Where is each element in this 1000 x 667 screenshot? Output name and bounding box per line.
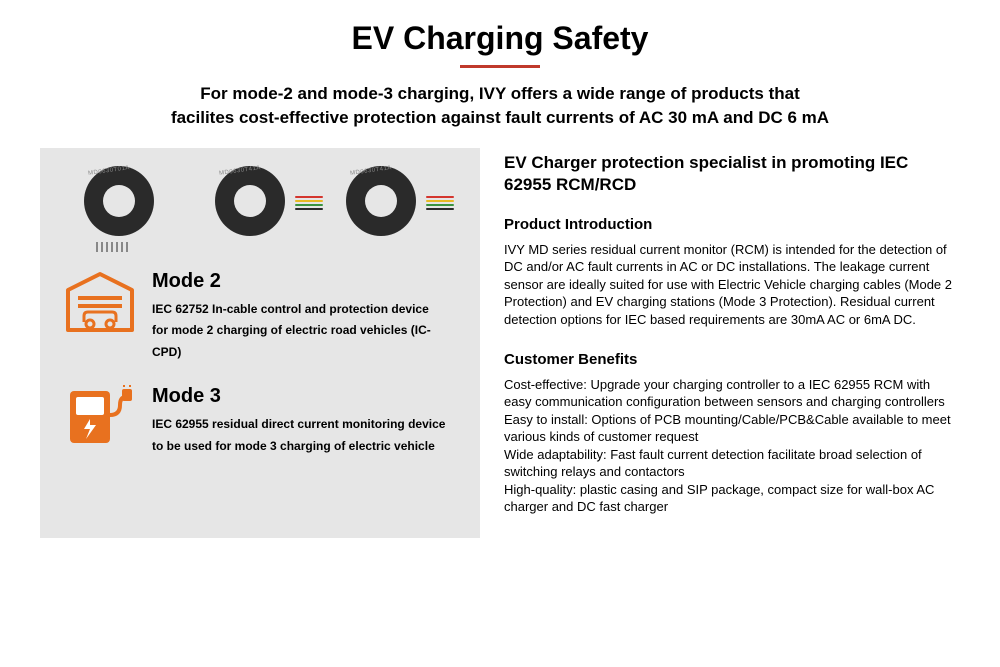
sensor-hole (365, 185, 397, 217)
page-title: EV Charging Safety (40, 20, 960, 57)
sensor-3: MD0630T41A (336, 166, 446, 246)
charging-station-icon (64, 385, 136, 454)
header-section: EV Charging Safety For mode-2 and mode-3… (40, 20, 960, 130)
sensor-2: MD0630T41A (205, 166, 315, 246)
mode3-block: Mode 3 IEC 62955 residual direct current… (64, 385, 456, 457)
sensor-pins (96, 242, 128, 252)
garage-car-icon (64, 270, 136, 339)
mode3-desc: IEC 62955 residual direct current monito… (152, 414, 445, 457)
benefits-title: Customer Benefits (504, 351, 960, 368)
mode2-text: Mode 2 IEC 62752 In-cable control and pr… (152, 270, 456, 364)
intro-title: Product Introduction (504, 216, 960, 233)
mode3-title: Mode 3 (152, 385, 445, 408)
sensor-hole (103, 185, 135, 217)
left-panel: MD0630T01A MD0630T41A MD0630T41A (40, 148, 480, 538)
content-row: MD0630T01A MD0630T41A MD0630T41A (40, 148, 960, 538)
mode2-title: Mode 2 (152, 270, 456, 293)
title-underline (460, 65, 540, 68)
subtitle: For mode-2 and mode-3 charging, IVY offe… (40, 82, 960, 130)
right-panel: EV Charger protection specialist in prom… (504, 148, 960, 538)
right-heading: EV Charger protection specialist in prom… (504, 152, 960, 196)
intro-body: IVY MD series residual current monitor (… (504, 241, 960, 329)
mode3-text: Mode 3 IEC 62955 residual direct current… (152, 385, 445, 457)
mode2-desc: IEC 62752 In-cable control and protectio… (152, 299, 456, 364)
sensor-row: MD0630T01A MD0630T41A MD0630T41A (64, 166, 456, 246)
mode2-block: Mode 2 IEC 62752 In-cable control and pr… (64, 270, 456, 364)
sensor-wires (426, 196, 454, 210)
subtitle-line1: For mode-2 and mode-3 charging, IVY offe… (200, 84, 800, 103)
sensor-hole (234, 185, 266, 217)
benefits-body: Cost-effective: Upgrade your charging co… (504, 376, 960, 516)
sensor-1: MD0630T01A (74, 166, 184, 246)
sensor-wires (295, 196, 323, 210)
subtitle-line2: facilites cost-effective protection agai… (171, 108, 829, 127)
